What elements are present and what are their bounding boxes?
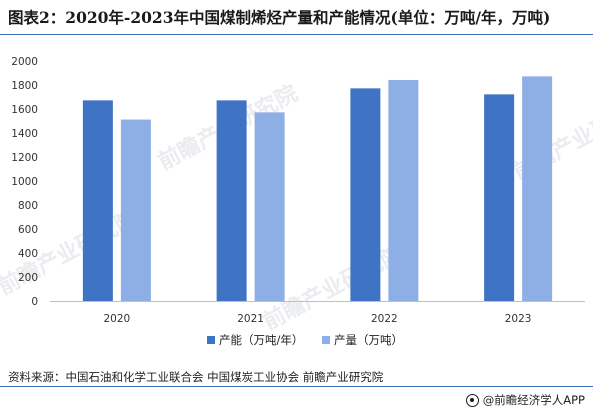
bar-output-2021	[254, 112, 285, 301]
bar-capacity-2021	[216, 100, 247, 301]
x-tick-label: 2022	[371, 313, 398, 325]
bar-capacity-2020	[82, 100, 113, 301]
x-tick-label: 2021	[237, 313, 264, 325]
y-tick-label: 0	[31, 296, 38, 308]
chart-title: 图表2：2020年-2023年中国煤制烯烃产量和产能情况(单位：万吨/年，万吨)	[8, 8, 551, 27]
source-note: 资料来源：中国石油和化学工业联合会 中国煤炭工业协会 前瞻产业研究院	[8, 370, 384, 384]
x-axis: 2020 2021 2022 2023	[50, 301, 585, 325]
legend-swatch	[207, 336, 215, 344]
legend-label: 产量（万吨）	[334, 333, 403, 347]
bars	[82, 76, 553, 302]
y-tick-label: 1800	[11, 80, 38, 92]
y-axis: 0 200 400 600 800 1000 1200 1400 1600 1800 2000	[11, 56, 38, 308]
footer-divider	[0, 386, 593, 387]
x-tick-label: 2020	[104, 313, 131, 325]
app-logo-icon	[465, 393, 479, 407]
x-tick-label: 2023	[505, 313, 532, 325]
legend-label: 产能（万吨/年）	[219, 333, 303, 347]
y-tick-label: 2000	[11, 56, 38, 68]
legend: 产能（万吨/年） 产量（万吨）	[207, 333, 403, 347]
bar-output-2022	[388, 79, 419, 302]
y-tick-label: 1200	[11, 152, 38, 164]
legend-swatch	[322, 336, 330, 344]
app-credit-label: @前瞻经济学人APP	[482, 393, 585, 407]
title-divider	[0, 34, 593, 35]
y-tick-label: 600	[18, 224, 38, 236]
y-tick-label: 1600	[11, 104, 38, 116]
y-tick-label: 200	[18, 272, 38, 284]
bar-output-2020	[120, 119, 151, 301]
bar-capacity-2022	[350, 88, 381, 301]
y-tick-label: 1400	[11, 128, 38, 140]
y-tick-label: 800	[18, 200, 38, 212]
app-credit: @前瞻经济学人APP	[465, 392, 585, 408]
bar-output-2023	[522, 76, 553, 301]
y-tick-label: 400	[18, 248, 38, 260]
bar-capacity-2023	[484, 94, 515, 301]
y-tick-label: 1000	[11, 176, 38, 188]
